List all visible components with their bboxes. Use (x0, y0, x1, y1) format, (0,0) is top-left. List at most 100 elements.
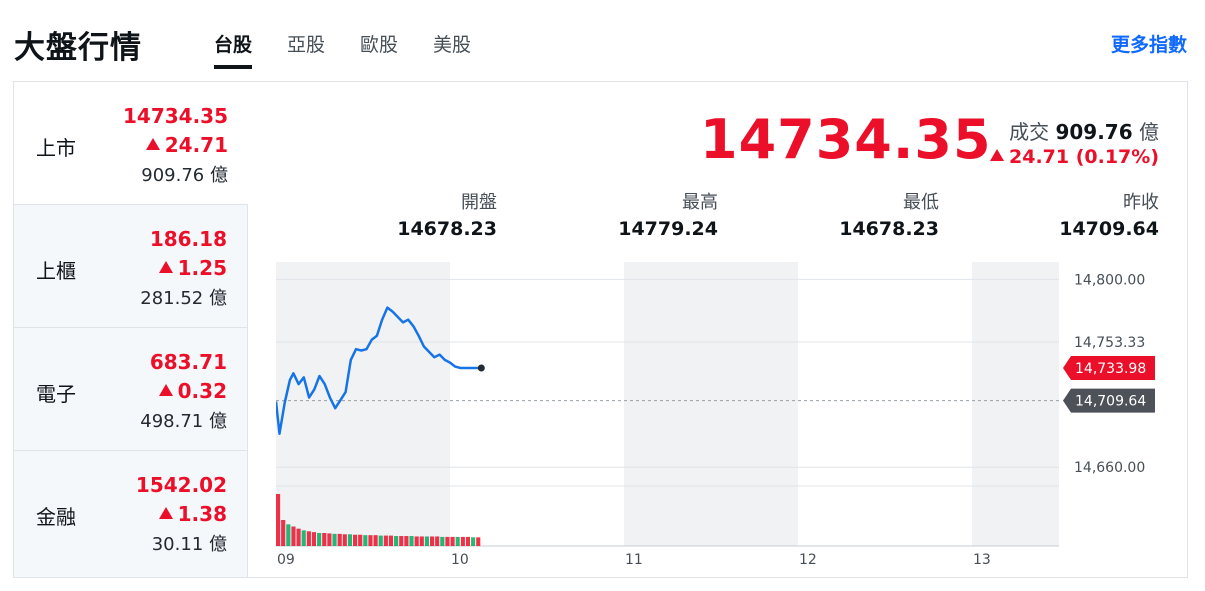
sidebar-item-finance[interactable]: 金融 1542.02 1.38 30.11 億 (14, 451, 248, 577)
market-panel: 上市 14734.35 24.71 909.76 億 上櫃 186.18 1.2… (13, 81, 1188, 578)
stat-label: 開盤 (461, 192, 497, 213)
volume-bar (440, 536, 445, 546)
hour-band (798, 262, 972, 546)
tab-europe[interactable]: 歐股 (360, 34, 399, 56)
volume-bar (291, 526, 296, 546)
x-tick-label: 13 (973, 552, 991, 568)
volume-bar (301, 530, 306, 546)
volume-bar (306, 531, 311, 546)
stat-high: 最高 14779.24 (498, 188, 718, 240)
current-price-tag (1063, 355, 1155, 380)
stat-value: 14779.24 (618, 218, 718, 240)
trade-volume: 成交 909.76 億 (1009, 120, 1159, 144)
tab-us[interactable]: 美股 (433, 34, 472, 56)
hour-band (450, 262, 624, 546)
sidebar-item-price: 1542.02 (135, 473, 227, 497)
stat-value: 14709.64 (1059, 218, 1159, 240)
up-arrow-icon (145, 138, 160, 150)
price-line (274, 306, 482, 435)
y-tick-label: 14,660.00 (1074, 460, 1145, 476)
hour-band (276, 262, 450, 546)
volume-bar (388, 535, 394, 546)
volume-bar (465, 536, 471, 546)
sidebar-item-volume: 30.11 億 (151, 534, 227, 555)
hour-band (972, 262, 1059, 546)
stat-label: 最低 (903, 192, 939, 213)
volume-bar (476, 537, 481, 546)
intraday-chart-svg: 14,800.00 14,753.33 14,660.00 09 10 11 12 13 14,… (274, 262, 1155, 568)
volume-bar (352, 534, 358, 546)
volume-bar (455, 536, 460, 546)
sidebar-item-otc[interactable]: 上櫃 186.18 1.25 281.52 億 (14, 205, 248, 328)
sidebar-item-name: 上櫃 (36, 259, 76, 283)
intraday-chart[interactable]: 14,800.00 14,753.33 14,660.00 09 10 11 12 13 14,… (274, 258, 1186, 573)
sidebar-item-change: 24.71 (145, 133, 228, 157)
stat-value: 14678.23 (397, 218, 497, 240)
volume-bar (471, 537, 476, 546)
market-tabs: 台股 亞股 歐股 美股 (214, 30, 506, 70)
sidebar-item-name: 電子 (36, 382, 76, 406)
x-tick-label: 11 (625, 552, 643, 568)
sidebar-item-listed[interactable]: 上市 14734.35 24.71 909.76 億 (14, 82, 248, 205)
volume-bar (342, 534, 347, 546)
volume-bar (399, 536, 404, 546)
up-arrow-icon (990, 149, 1004, 161)
volume-bar (383, 535, 388, 546)
sidebar-item-price: 14734.35 (122, 104, 228, 128)
volume-bar (337, 533, 342, 546)
volume-bar (378, 535, 383, 546)
tab-taiwan[interactable]: 台股 (214, 30, 253, 70)
page-title: 大盤行情 (14, 30, 142, 66)
last-price-dot (477, 364, 485, 372)
tab-asia[interactable]: 亞股 (287, 34, 326, 56)
sidebar-item-volume: 498.71 億 (140, 411, 227, 432)
volume-bar (281, 520, 286, 546)
index-change: 24.71 (0.17%) (990, 146, 1159, 168)
sidebar-item-electronics[interactable]: 電子 683.71 0.32 498.71 億 (14, 328, 248, 451)
volume-bar (424, 536, 429, 546)
x-tick-label: 12 (799, 552, 817, 568)
volume-bar (419, 536, 424, 546)
stat-label: 最高 (682, 192, 718, 213)
volume-bar (347, 534, 352, 546)
sidebar-item-change: 1.38 (158, 502, 227, 526)
sidebar-item-volume: 909.76 億 (141, 165, 228, 186)
volume-bar (460, 536, 465, 546)
volume-bar (404, 536, 409, 546)
stat-value: 14678.23 (839, 218, 939, 240)
volume-bar (322, 533, 327, 546)
sidebar-item-price: 186.18 (149, 227, 227, 251)
volume-bar (368, 535, 373, 546)
volume-bar (296, 528, 301, 546)
sidebar-item-change: 1.25 (158, 256, 227, 280)
volume-bar (450, 536, 455, 546)
current-price-label: 14,733.98 (1075, 361, 1146, 377)
up-arrow-icon (158, 507, 173, 519)
volume-bar (429, 536, 435, 546)
sidebar-item-name: 金融 (36, 505, 76, 529)
stat-label: 昨收 (1123, 192, 1159, 213)
volume-bar (445, 536, 450, 546)
volume-bar (363, 535, 368, 546)
sidebar-item-price: 683.71 (149, 350, 227, 374)
volume-bar (327, 533, 332, 546)
prev-close-label: 14,709.64 (1075, 394, 1146, 410)
stat-prev-close: 昨收 14709.64 (939, 188, 1159, 240)
up-arrow-icon (158, 261, 173, 273)
volume-bar (409, 536, 414, 546)
volume-bar (276, 494, 281, 546)
volume-bar (394, 536, 399, 546)
volume-bar (435, 536, 440, 546)
sidebar-item-change: 0.32 (158, 379, 227, 403)
stat-open: 開盤 14678.23 (277, 188, 497, 240)
index-sidebar: 上市 14734.35 24.71 909.76 億 上櫃 186.18 1.2… (14, 82, 248, 577)
y-tick-label: 14,800.00 (1074, 272, 1145, 288)
volume-bar (317, 533, 322, 546)
index-price: 14734.35 (700, 108, 992, 171)
volume-bar (414, 536, 419, 546)
more-indices-link[interactable]: 更多指數 (1110, 34, 1187, 56)
sidebar-item-name: 上市 (36, 136, 76, 160)
sidebar-item-volume: 281.52 億 (140, 288, 227, 309)
y-tick-label: 14,753.33 (1074, 335, 1145, 351)
volume-bar (358, 534, 363, 546)
